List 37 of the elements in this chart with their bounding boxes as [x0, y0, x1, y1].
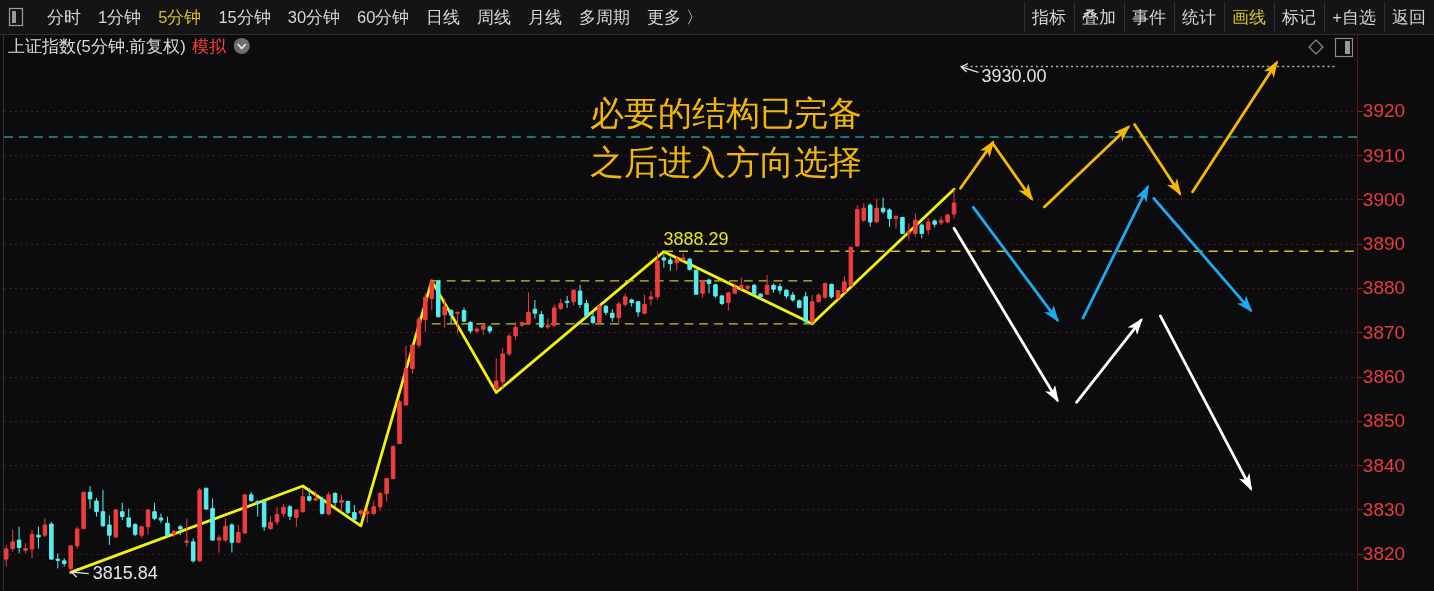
- text: 多周期: [579, 8, 631, 26]
- text: 更多 〉: [647, 8, 704, 26]
- text: 1分钟: [98, 8, 142, 26]
- y-tick-label: 3900: [1362, 188, 1406, 210]
- y-tick-label: 3860: [1362, 366, 1406, 388]
- y-tick-label: 3910: [1362, 144, 1406, 166]
- y-tick-label: 3890: [1362, 233, 1406, 255]
- text: 标记: [1281, 8, 1316, 26]
- text: +自选: [1332, 8, 1376, 26]
- text: 叠加: [1082, 8, 1116, 26]
- annotation: 必要的结构已完备: [590, 94, 862, 132]
- text: 月线: [528, 8, 563, 26]
- text: 事件: [1132, 8, 1166, 26]
- annotation: 3888.29: [663, 229, 729, 250]
- text: 30分钟: [287, 8, 341, 26]
- text: 60分钟: [357, 8, 410, 26]
- annotation: 3815.84: [92, 562, 158, 583]
- y-tick-label: 3880: [1362, 277, 1406, 299]
- text: 5分钟: [158, 8, 202, 26]
- y-tick-label: 3840: [1362, 454, 1406, 476]
- text: 画线: [1232, 8, 1266, 26]
- y-tick-label: 3850: [1362, 410, 1406, 432]
- text: 日线: [426, 8, 461, 26]
- text: 返回: [1392, 8, 1426, 26]
- annotation: 之后进入方向选择: [590, 143, 862, 181]
- y-tick-label: 3870: [1362, 321, 1406, 343]
- chart-title: 上证指数(5分钟.前复权): [8, 37, 186, 55]
- text: 周线: [477, 8, 512, 26]
- y-tick-label: 3830: [1362, 498, 1406, 520]
- annotation: 3930.00: [981, 66, 1047, 87]
- text: 指标: [1031, 8, 1066, 26]
- text: 分时: [47, 8, 81, 26]
- y-tick-label: 3820: [1362, 543, 1406, 565]
- chart-subtitle: 模拟: [191, 37, 227, 55]
- text: 统计: [1182, 8, 1216, 26]
- y-tick-label: 3920: [1362, 100, 1406, 122]
- text: 15分钟: [218, 8, 271, 26]
